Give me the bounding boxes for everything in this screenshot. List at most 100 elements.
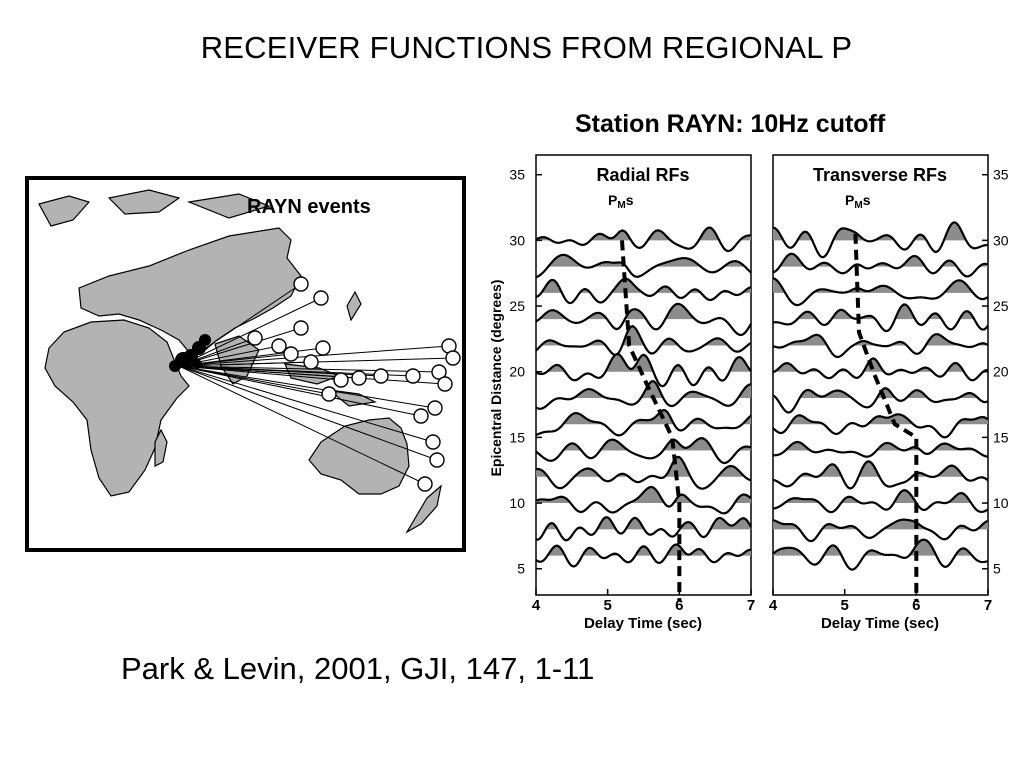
newzealand-land [405, 484, 442, 534]
rf-trace-fill [536, 354, 751, 372]
ray-path [178, 365, 438, 461]
rf-trace [772, 489, 989, 514]
ray-path [178, 327, 302, 367]
ray-path [178, 365, 434, 443]
rf-trace-fill [536, 254, 751, 267]
event-marker [293, 320, 309, 336]
rf-trace-fill [536, 486, 751, 504]
rf-trace [535, 353, 752, 388]
ray-path [178, 365, 446, 385]
transverse-panel-title: Transverse RFs [813, 165, 947, 185]
x-tick-label: 6 [675, 597, 683, 614]
event-marker [445, 350, 461, 366]
event-marker [427, 400, 443, 416]
y-tick-label: 10 [509, 495, 525, 511]
radial-pms-label: PMs [608, 192, 634, 211]
rf-trace-fill [536, 544, 751, 556]
japan-land [346, 290, 362, 322]
y-tick-label: 15 [993, 429, 1009, 445]
rf-trace-fill [773, 519, 988, 530]
event-marker [283, 346, 299, 362]
rf-trace [772, 221, 989, 259]
rf-trace-fill [773, 490, 988, 504]
event-marker [315, 340, 331, 356]
event-marker [405, 368, 421, 384]
transverse-panel-frame [772, 154, 989, 596]
rf-trace [772, 460, 989, 490]
rf-trace [772, 277, 989, 307]
ylabel: Epicentral Distance (degrees) [488, 280, 504, 477]
y-tick-label: 5 [517, 561, 525, 577]
event-marker [313, 290, 329, 306]
australia-land [308, 417, 410, 495]
event-map: RAYN events [25, 176, 466, 552]
rf-trace-fill [773, 278, 988, 293]
rf-trace-fill [773, 334, 988, 346]
y-tick-label: 20 [509, 364, 525, 380]
event-marker [417, 476, 433, 492]
y-tick-label: 25 [993, 298, 1009, 314]
x-tick-label: 5 [603, 597, 611, 614]
rf-trace [772, 333, 989, 359]
map-graphic [38, 189, 461, 534]
ray-path [178, 365, 422, 417]
rf-trace [535, 455, 752, 490]
y-tick-label: 10 [993, 495, 1009, 511]
rf-trace [772, 252, 989, 278]
ray-path [178, 365, 426, 485]
landmasses [38, 189, 442, 534]
transverse-traces [772, 221, 989, 571]
x-tick-label: 4 [769, 597, 778, 614]
rf-trace [772, 518, 989, 543]
ray-path [178, 283, 302, 367]
rf-trace [535, 516, 752, 542]
radial-panel-title: Radial RFs [596, 165, 689, 185]
x-tick-label: 4 [532, 597, 541, 614]
transverse-pms-label: PMs [845, 192, 871, 211]
event-marker [425, 434, 441, 450]
event-marker [247, 330, 263, 346]
rf-trace [535, 409, 752, 437]
africa-land [44, 319, 190, 497]
ray-path [178, 337, 256, 367]
y-tick-label: 20 [993, 364, 1009, 380]
ray-path [178, 365, 382, 377]
ray-path [178, 297, 322, 367]
event-marker [333, 372, 349, 388]
pms-moveout-line [853, 233, 919, 602]
ray-path [178, 353, 292, 367]
radial-traces [535, 226, 752, 568]
slide-title: RECEIVER FUNCTIONS FROM REGIONAL P [200, 30, 853, 65]
ray-path [178, 361, 312, 367]
event-marker [431, 364, 447, 380]
rf-trace [772, 303, 989, 333]
event-marker [437, 376, 453, 392]
rf-trace [535, 379, 752, 410]
radial-panel-frame [535, 154, 752, 596]
event-marker [303, 354, 319, 370]
event-marker [413, 408, 429, 424]
y-tick-label: 15 [509, 429, 525, 445]
rf-trace [535, 302, 752, 337]
ray-path [178, 365, 342, 381]
arctic-land-2 [107, 189, 181, 215]
rf-trace [535, 325, 752, 357]
event-marker [429, 452, 445, 468]
ray-path [178, 345, 280, 367]
rf-trace [535, 277, 752, 305]
rf-trace-fill [536, 456, 751, 477]
transverse-xlabel: Delay Time (sec) [821, 615, 939, 632]
madagascar-land [154, 428, 168, 467]
pms-moveout-line [620, 240, 682, 602]
x-tick-label: 7 [747, 597, 755, 614]
rf-trace [772, 413, 989, 439]
y-tick-label: 35 [509, 167, 525, 183]
rf-trace [535, 543, 752, 568]
event-marker [321, 386, 337, 402]
rf-trace [535, 253, 752, 279]
y-tick-label: 30 [993, 232, 1009, 248]
rf-trace-fill [773, 304, 988, 320]
rf-trace [772, 440, 989, 458]
event-marker [293, 276, 309, 292]
pms-moveout-lines [620, 233, 919, 602]
